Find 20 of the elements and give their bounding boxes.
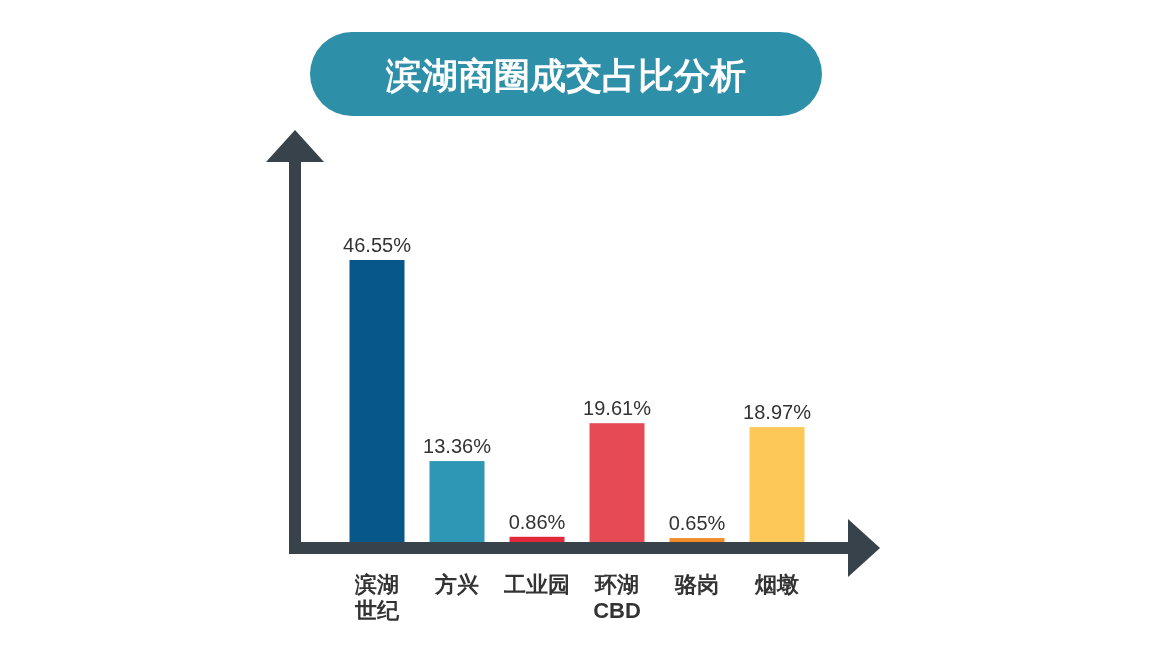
bar (429, 461, 485, 542)
title: 滨湖商圈成交占比分析 (310, 32, 822, 116)
data-label: 0.86% (508, 510, 566, 533)
x-tick-label: 滨湖世纪 (354, 572, 400, 623)
x-tick-label: 工业园 (503, 572, 570, 597)
data-label: 13.36% (423, 435, 492, 458)
bar (509, 536, 565, 542)
x-tick-label: 烟墩 (754, 572, 799, 597)
data-label: 18.97% (743, 401, 812, 424)
x-tick-label: 环湖CBD (593, 572, 641, 623)
data-label: 19.61% (583, 397, 652, 420)
bar (749, 427, 805, 542)
data-label: 46.55% (343, 234, 412, 256)
data-label: 0.65% (668, 512, 726, 535)
bar (669, 538, 725, 542)
bar (589, 423, 645, 542)
chart-title: 滨湖商圈成交占比分析 (385, 55, 746, 96)
bar (349, 260, 405, 542)
x-tick-label: 骆岗 (674, 572, 719, 597)
x-tick-label: 方兴 (434, 572, 479, 597)
